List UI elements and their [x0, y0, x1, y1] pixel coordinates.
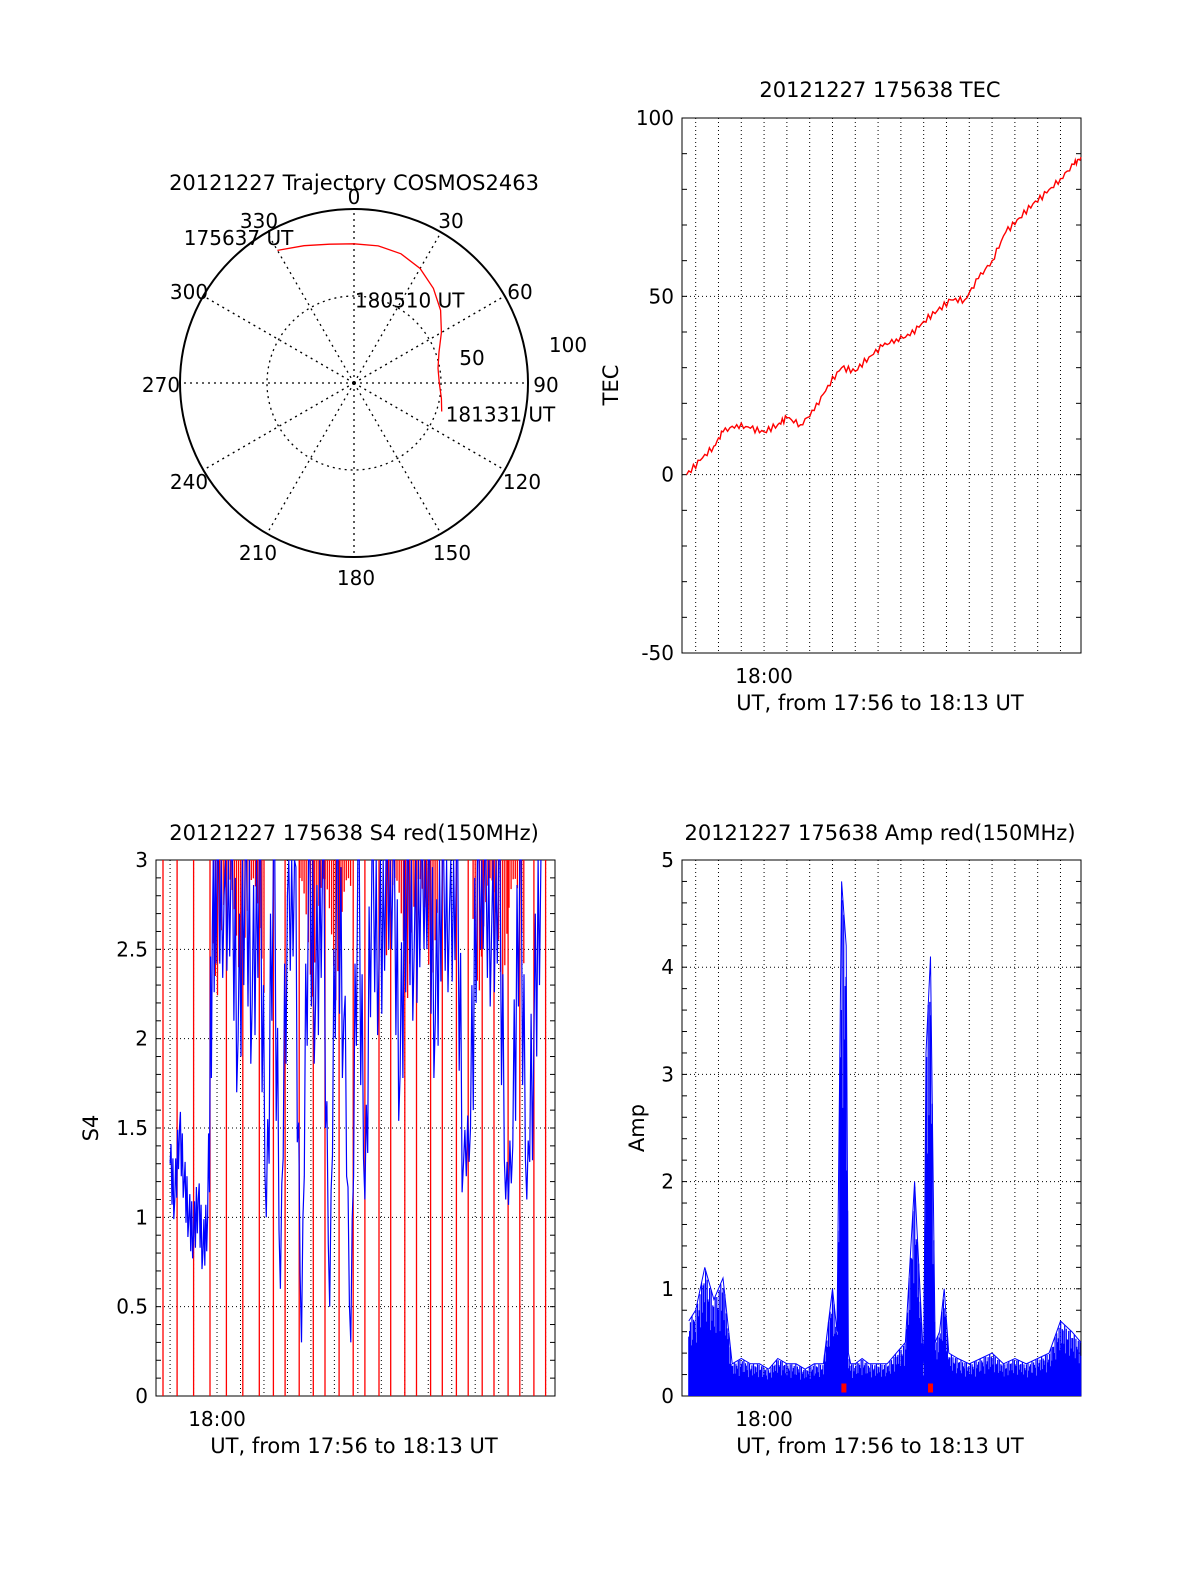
polar-angle-label: 240 [170, 470, 208, 494]
amp-red-marker [841, 1383, 847, 1393]
y-tick-label: 1 [661, 1277, 674, 1301]
polar-time-annotation: 181331 UT [446, 402, 556, 426]
s4-panel: 20121227 175638 S4 red(150MHz) 0 0.5 1 1.5 2… [79, 821, 556, 1458]
polar-panel: 20121227 Trajectory COSMOS2463 0 30 60 90 12… [142, 171, 587, 590]
y-tick-label: 4 [661, 955, 674, 979]
polar-angle-label: 90 [533, 373, 558, 397]
polar-spoke [266, 382, 355, 535]
polar-angle-label: 210 [239, 541, 277, 565]
polar-angle-label: 150 [433, 541, 471, 565]
polar-angle-label: 180 [337, 566, 375, 590]
amp-axes: 0 1 2 3 4 5 18:00 [661, 848, 1081, 1431]
polar-angle-label: 30 [438, 209, 463, 233]
polar-time-annotation: 175637 UT [184, 226, 294, 250]
y-tick-label: 2.5 [116, 937, 148, 961]
tec-ylabel: TEC [599, 365, 623, 407]
polar-grid [179, 208, 529, 558]
polar-angle-label: 60 [507, 280, 532, 304]
tec-plot-frame [681, 117, 1082, 654]
x-tick-label: 18:00 [188, 1407, 246, 1431]
y-tick-label: 50 [649, 284, 674, 308]
polar-angle-label: 0 [348, 185, 361, 209]
polar-trajectory [277, 243, 443, 412]
polar-spoke [353, 382, 442, 535]
s4-xlabel: UT, from 17:56 to 18:13 UT [210, 1434, 498, 1458]
polar-angle-label: 120 [503, 470, 541, 494]
polar-grid-circle [266, 295, 442, 471]
amp-panel: 20121227 175638 Amp red(150MHz) 0 1 2 3 4 5 18… [625, 821, 1082, 1458]
amp-plot-frame [681, 859, 1082, 1397]
polar-title: 20121227 Trajectory COSMOS2463 [169, 171, 539, 195]
y-tick-label: 0 [135, 1384, 148, 1408]
tec-title: 20121227 175638 TEC [759, 78, 1000, 102]
y-tick-label: 3 [661, 1062, 674, 1086]
amp-ylabel: Amp [625, 1104, 649, 1152]
y-tick-label: -50 [641, 641, 674, 665]
s4-series [162, 859, 547, 1396]
polar-annotations: 175637 UT 180510 UT 181331 UT [184, 226, 556, 426]
y-tick-label: 2 [135, 1027, 148, 1051]
amp-blue-envelope [688, 881, 1082, 1370]
amp-xlabel: UT, from 17:56 to 18:13 UT [736, 1434, 1024, 1458]
amp-title: 20121227 175638 Amp red(150MHz) [684, 821, 1075, 845]
polar-spoke [266, 231, 355, 384]
y-tick-label: 0 [661, 463, 674, 487]
y-tick-label: 0.5 [116, 1295, 148, 1319]
s4-blue-series [169, 859, 542, 1343]
y-tick-label: 0 [661, 1384, 674, 1408]
polar-outer-circle [179, 208, 529, 558]
polar-angle-label: 330 [240, 209, 278, 233]
y-tick-label: 5 [661, 848, 674, 872]
polar-angle-label: 300 [170, 280, 208, 304]
amp-series [688, 881, 1082, 1396]
polar-radial-labels: 50 100 [459, 333, 587, 370]
polar-trajectory-line [277, 243, 443, 412]
polar-time-annotation: 180510 UT [355, 288, 465, 312]
tec-panel: 20121227 175638 TEC -50 0 50 100 18:00 UT, f… [599, 78, 1082, 715]
polar-angle-label: 270 [142, 373, 180, 397]
polar-spoke [353, 382, 506, 471]
y-tick-label: 2 [661, 1170, 674, 1194]
polar-spoke [353, 295, 506, 384]
amp-red-marker [928, 1383, 934, 1393]
s4-title: 20121227 175638 S4 red(150MHz) [169, 821, 539, 845]
polar-radial-label: 100 [549, 333, 587, 357]
polar-spoke [353, 231, 442, 384]
polar-angle-labels: 0 30 60 90 120 150 180 210 240 270 300 330 [142, 185, 559, 590]
polar-radial-label: 50 [459, 346, 484, 370]
tec-line [685, 156, 1082, 476]
y-tick-label: 1.5 [116, 1116, 148, 1140]
polar-spoke [202, 382, 355, 471]
polar-spoke [202, 295, 355, 384]
y-tick-label: 3 [135, 848, 148, 872]
tec-xlabel: UT, from 17:56 to 18:13 UT [736, 691, 1024, 715]
y-tick-label: 100 [636, 106, 674, 130]
tec-series [685, 156, 1082, 476]
x-tick-label: 18:00 [735, 1407, 793, 1431]
x-tick-label: 18:00 [735, 664, 793, 688]
y-tick-label: 1 [135, 1205, 148, 1229]
amp-blue-series [688, 900, 1082, 1396]
tec-axes: -50 0 50 100 18:00 [636, 106, 1081, 688]
s4-ylabel: S4 [79, 1115, 103, 1142]
